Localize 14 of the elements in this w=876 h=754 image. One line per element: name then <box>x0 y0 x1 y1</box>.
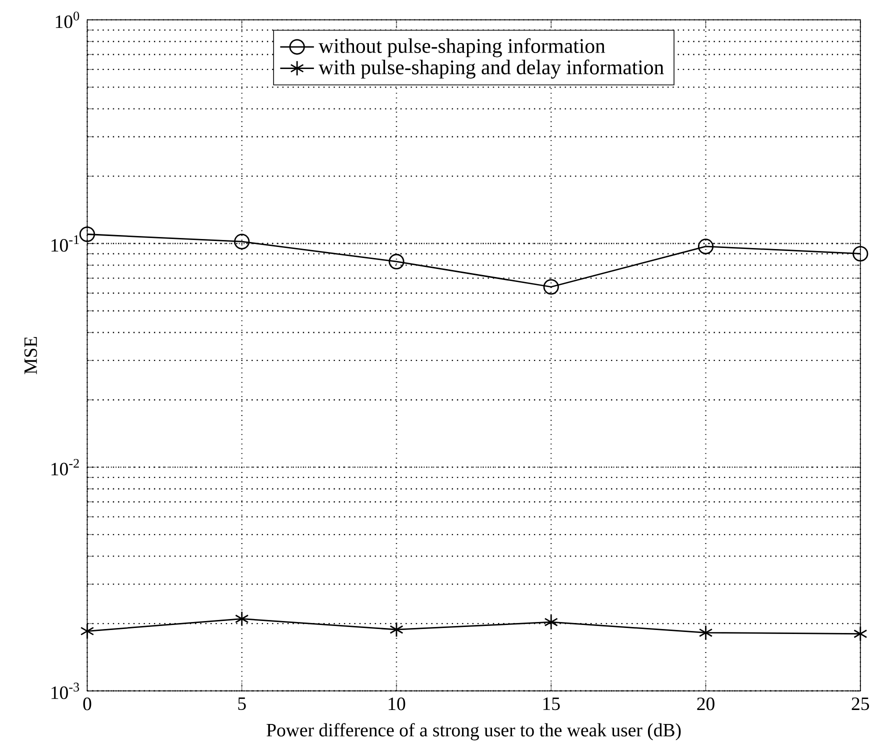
y-tick-label: 10$^{-3}$ <box>52 682 80 699</box>
legend-label: without pulse-shaping information <box>318 38 606 58</box>
x-tick-label: 5 <box>238 697 246 710</box>
y-tick-label: 10$^{-1}$ <box>52 235 79 252</box>
y-tick-label: 10$^{-2}$ <box>52 458 79 476</box>
x-tick-label: 10 <box>388 697 406 710</box>
x-tick-label: 25 <box>852 697 870 710</box>
x-tick-label: 0 <box>83 697 92 710</box>
x-tick-label: 15 <box>543 697 560 710</box>
y-axis-title: MSE <box>24 336 37 374</box>
y-tick-label: 10$^{0}$ <box>56 11 80 28</box>
legend-label: with pulse-shaping and delay information <box>318 59 664 78</box>
x-axis-title: Power difference of a strong user to the weak user (dB) <box>266 722 681 740</box>
x-tick-label: 20 <box>697 697 714 710</box>
